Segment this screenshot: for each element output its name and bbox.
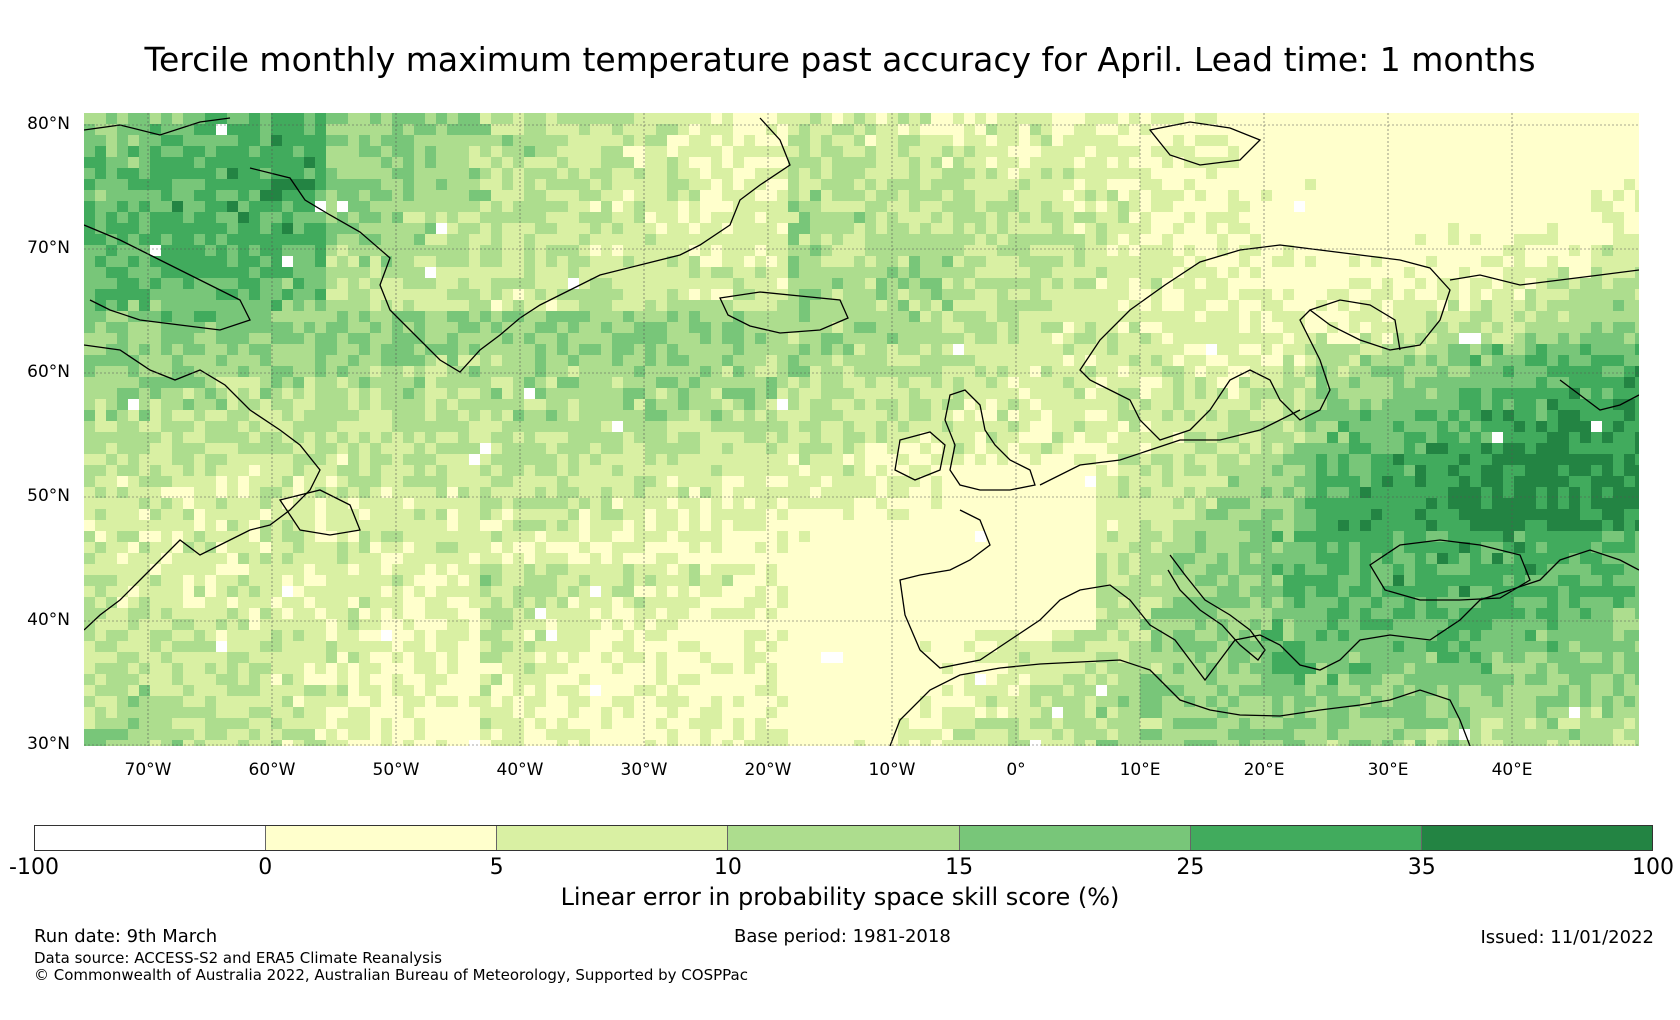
- chart-title: Tercile monthly maximum temperature past…: [144, 40, 1536, 79]
- colorbar-segment: [265, 826, 497, 850]
- issued-date: Issued: 11/01/2022: [1480, 927, 1654, 948]
- lon-label-50w: 50°W: [372, 760, 420, 780]
- colorbar-tick-label: 35: [1407, 855, 1436, 880]
- novaya-zemlya-coastline: [1559, 379, 1639, 411]
- colorbar-segment: [35, 826, 266, 850]
- north-canada-coastline: [84, 117, 231, 136]
- lon-label-20w: 20°W: [744, 760, 792, 780]
- greenland-coastline: [249, 117, 791, 373]
- colorbar-tick-label: -100: [9, 855, 59, 880]
- north-africa-coastline: [889, 659, 1471, 746]
- italy-coastline: [1167, 554, 1266, 661]
- lon-label-30w: 30°W: [620, 760, 668, 780]
- lon-label-0: 0°: [1006, 760, 1026, 780]
- colorbar-tick-label: 25: [1176, 855, 1205, 880]
- base-period: Base period: 1981-2018: [734, 926, 951, 947]
- colorbar-tick-label: 0: [258, 855, 273, 880]
- run-date: Run date: 9th March: [34, 926, 218, 947]
- colorbar-segment: [496, 826, 728, 850]
- graticule: [84, 113, 1639, 746]
- lon-label-40e: 40°E: [1491, 760, 1533, 780]
- lon-label-60w: 60°W: [248, 760, 296, 780]
- colorbar: [34, 825, 1653, 851]
- black-sea-coastline: [1369, 539, 1531, 601]
- russia-coastline: [1449, 269, 1639, 286]
- lat-label-30n: 30°N: [27, 734, 70, 754]
- lat-label-50n: 50°N: [27, 486, 70, 506]
- copyright: © Commonwealth of Australia 2022, Austra…: [34, 966, 748, 984]
- colorbar-segment: [727, 826, 959, 850]
- lon-label-10w: 10°W: [868, 760, 916, 780]
- lon-label-70w: 70°W: [124, 760, 172, 780]
- lon-label-30e: 30°E: [1367, 760, 1409, 780]
- iceland-coastline: [719, 291, 849, 334]
- data-source: Data source: ACCESS-S2 and ERA5 Climate …: [34, 949, 442, 967]
- colorbar-tick-label: 15: [945, 855, 974, 880]
- coastlines: [84, 117, 1639, 746]
- colorbar-segment: [1189, 826, 1421, 850]
- colorbar-tick-label: 5: [489, 855, 504, 880]
- labrador-coastline: [84, 344, 321, 631]
- svalbard-coastline: [1148, 121, 1262, 166]
- lon-label-40w: 40°W: [496, 760, 544, 780]
- finland-coastline: [1309, 299, 1401, 351]
- lon-label-10e: 10°E: [1119, 760, 1161, 780]
- lat-label-70n: 70°N: [27, 238, 70, 258]
- colorbar-segment: [958, 826, 1190, 850]
- ireland-coastline: [894, 431, 946, 481]
- colorbar-label: Linear error in probability space skill …: [560, 883, 1120, 911]
- colorbar-tick-label: 10: [713, 855, 742, 880]
- colorbar-tick-label: 100: [1632, 855, 1674, 880]
- lat-label-80n: 80°N: [27, 114, 70, 134]
- newfoundland-coastline: [278, 489, 361, 536]
- colorbar-segment: [1420, 826, 1652, 850]
- great-britain-coastline: [944, 389, 1036, 491]
- europe-coastline: [899, 409, 1639, 682]
- lat-label-40n: 40°N: [27, 610, 70, 630]
- baffin-coastline: [84, 224, 251, 331]
- lon-label-20e: 20°E: [1243, 760, 1285, 780]
- lat-label-60n: 60°N: [27, 362, 70, 382]
